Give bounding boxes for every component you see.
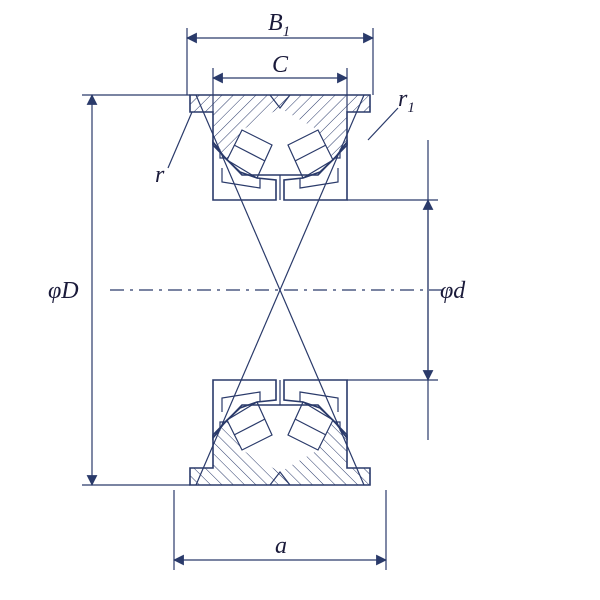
dim-a: a bbox=[174, 490, 386, 570]
svg-text:r1: r1 bbox=[398, 86, 415, 116]
lower-assembly bbox=[190, 380, 370, 485]
annot-r: r bbox=[155, 112, 192, 188]
label-phiD: φD bbox=[48, 278, 79, 304]
label-r: r bbox=[155, 162, 165, 188]
label-r1-sub: 1 bbox=[407, 100, 415, 116]
label-phid: φd bbox=[440, 278, 466, 304]
label-B1: B bbox=[268, 10, 283, 36]
label-B1-sub: 1 bbox=[283, 24, 291, 40]
label-C: C bbox=[272, 52, 289, 78]
label-a: a bbox=[275, 533, 287, 559]
annot-r1: r1 bbox=[368, 86, 415, 140]
bearing-diagram: B1 C a φD φd r r1 bbox=[0, 0, 600, 600]
svg-text:B1: B1 bbox=[268, 10, 290, 40]
